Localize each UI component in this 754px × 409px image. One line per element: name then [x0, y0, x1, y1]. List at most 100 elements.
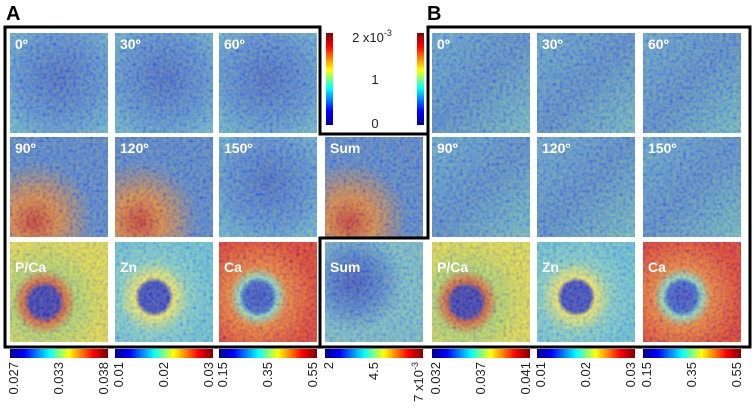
panel-label: A	[6, 3, 20, 25]
tile-label: Ca	[224, 259, 242, 275]
colorbar	[326, 33, 333, 125]
colorbar-label: 0.03	[201, 362, 216, 387]
colorbar-label: 0.55	[305, 362, 320, 387]
map-texture	[432, 242, 530, 342]
colorbar-label: 7 x10-3	[410, 362, 426, 402]
map-texture	[10, 33, 108, 133]
tile-label: Sum	[330, 259, 360, 275]
colorbar-label: 4.5	[366, 362, 381, 380]
colorbar	[537, 349, 635, 358]
colorbar	[325, 349, 423, 358]
colorbar-label: 0.15	[215, 362, 230, 387]
map-texture	[643, 137, 741, 237]
colorbar-label: 2	[321, 362, 336, 369]
map-texture	[219, 33, 317, 133]
tile-label: 120º	[542, 140, 570, 156]
map-texture	[219, 137, 317, 237]
colorbar-label: 0.032	[428, 362, 443, 395]
tile-label: 60º	[648, 36, 669, 52]
tile-label: Sum	[330, 140, 360, 156]
colorbar-label: 0	[371, 116, 378, 131]
colorbar-label: 2 x10-3	[352, 28, 392, 45]
tiles: 0º 30º 60º 90º 120º 150º Sum P/Ca Zn Ca Sum 0º 30º 60…	[10, 33, 741, 342]
colorbar-label: 0.03	[623, 362, 638, 387]
tile-label: P/Ca	[15, 259, 46, 275]
colorbar-label: 0.35	[684, 362, 699, 387]
colorbar-label: 0.15	[639, 362, 654, 387]
map-texture	[219, 242, 317, 342]
map-texture	[115, 242, 213, 342]
tile-label: 30º	[542, 36, 563, 52]
colorbar	[219, 349, 317, 358]
map-texture	[115, 33, 213, 133]
colorbar-label: 0.35	[260, 362, 275, 387]
tile-label: 90º	[15, 140, 36, 156]
map-texture	[432, 33, 530, 133]
map-texture	[537, 33, 635, 133]
tile-label: P/Ca	[437, 259, 468, 275]
colorbar-label: 2 x10	[352, 30, 384, 45]
colorbar	[115, 349, 213, 358]
colorbar-label: 0.02	[156, 362, 171, 387]
colorbar-label: 0.038	[96, 362, 111, 395]
colorbar-label: 0.55	[305, 362, 320, 387]
colorbar-label: 0.041	[518, 362, 533, 395]
colorbar-label: 0.55	[729, 362, 744, 387]
tile-label: Zn	[120, 259, 137, 275]
tile-label: 30º	[120, 36, 141, 52]
colorbar-label: 0.02	[578, 362, 593, 387]
colorbar	[643, 349, 741, 358]
tile-label: 90º	[437, 140, 458, 156]
map-texture	[10, 137, 108, 237]
map-texture	[325, 137, 423, 237]
colorbar-label: 4.5	[366, 362, 381, 380]
tile-label: 0º	[15, 36, 28, 52]
colorbar-label: 2	[321, 362, 336, 369]
colorbar-label: 1	[371, 72, 378, 87]
tile-label: 150º	[224, 140, 252, 156]
colorbar-label: 0.01	[533, 362, 548, 387]
map-texture	[537, 137, 635, 237]
colorbar-label: 0.01	[533, 362, 548, 387]
colorbar-label: 0.01	[111, 362, 126, 387]
colorbar-label: 0.038	[96, 362, 111, 395]
colorbar	[432, 349, 530, 358]
colorbar-label: 0.35	[684, 362, 699, 387]
colorbar-label: 0.041	[518, 362, 533, 395]
panel-b-frame	[318, 25, 752, 349]
map-texture	[325, 242, 423, 342]
exponent: -3	[384, 28, 392, 38]
colorbar-label: 0.03	[623, 362, 638, 387]
tile-label: Ca	[648, 259, 666, 275]
tile-label: 120º	[120, 140, 148, 156]
map-texture	[643, 242, 741, 342]
exponent: -3	[410, 362, 420, 370]
map-texture	[115, 137, 213, 237]
map-texture	[537, 242, 635, 342]
tile-label: Zn	[542, 259, 559, 275]
colorbar	[10, 349, 108, 358]
map-texture	[643, 33, 741, 133]
colorbar-label: 0.032	[428, 362, 443, 395]
colorbar-label: 0.01	[111, 362, 126, 387]
tile-label: 60º	[224, 36, 245, 52]
panel-label: B	[427, 3, 441, 25]
colorbar-label: 0.35	[260, 362, 275, 387]
colorbar-label: 0.55	[729, 362, 744, 387]
map-texture	[10, 242, 108, 342]
colorbar-label: 0.037	[473, 362, 488, 395]
colorbar-label: 0.033	[51, 362, 66, 395]
tile-label: 150º	[648, 140, 676, 156]
colorbar-label: 0.15	[215, 362, 230, 387]
colorbar-label: 0.02	[578, 362, 593, 387]
colorbar-label: 0.02	[156, 362, 171, 387]
bottom-colorbars: 0.027 0.033 0.038 0.01 0.02 0.03 0.15 0.35 0.55 2…	[6, 349, 744, 402]
colorbar-label: 7 x10	[411, 370, 426, 402]
colorbar	[417, 33, 424, 125]
colorbar-label: 0.033	[51, 362, 66, 395]
colorbar-label: 0.027	[6, 362, 21, 395]
colorbar-label: 0.03	[201, 362, 216, 387]
map-texture	[432, 137, 530, 237]
tile-label: 0º	[437, 36, 450, 52]
